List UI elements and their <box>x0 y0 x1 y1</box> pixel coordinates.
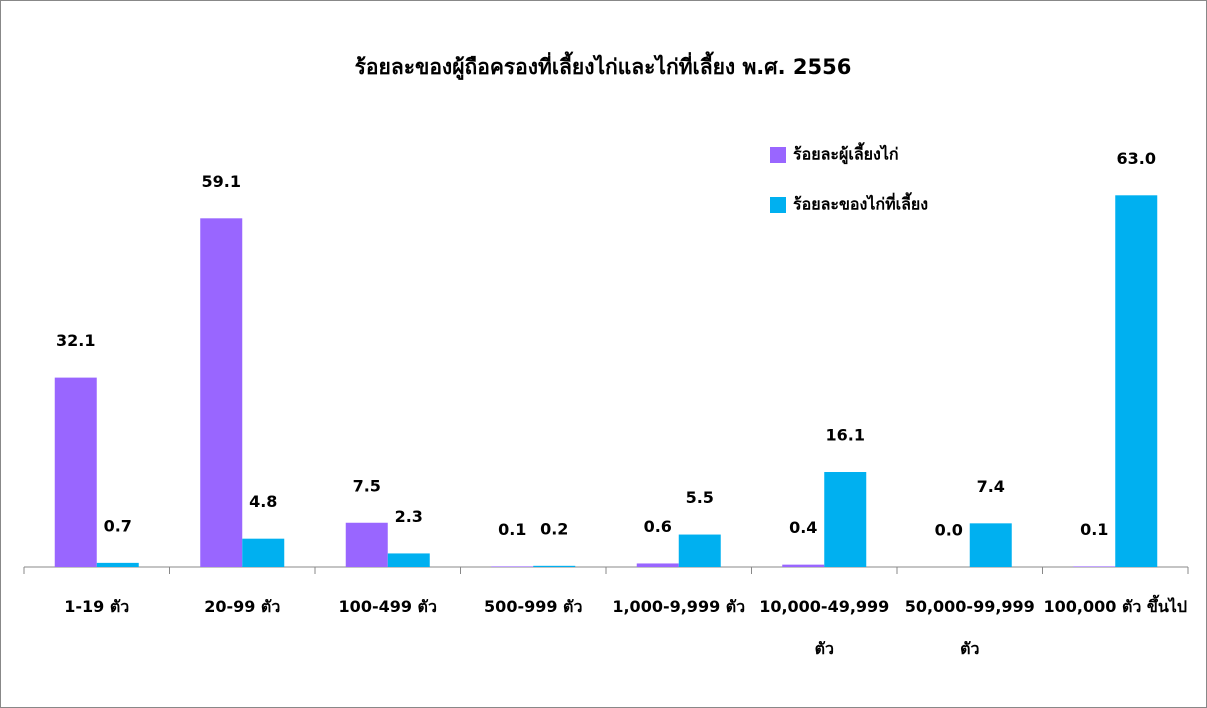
bar <box>491 566 534 567</box>
x-tick-label: 50,000-99,999 ตัว <box>904 597 1035 658</box>
bar <box>824 472 867 567</box>
bar <box>1115 195 1158 568</box>
bar <box>200 218 243 567</box>
data-label: 16.1 <box>826 426 865 445</box>
data-label: 5.5 <box>686 488 714 507</box>
x-tick-label: 100-499 ตัว <box>338 597 437 616</box>
bar <box>678 534 721 567</box>
bar <box>96 562 139 567</box>
x-tick-label: 20-99 ตัว <box>204 597 281 616</box>
bar <box>387 553 430 567</box>
x-tick-label: 1-19 ตัว <box>64 597 130 616</box>
data-label: 7.4 <box>977 477 1005 496</box>
bar <box>242 538 285 567</box>
bar <box>533 565 576 567</box>
x-tick-label: 1,000-9,999 ตัว <box>612 597 746 616</box>
data-label: 7.5 <box>353 476 381 495</box>
bar <box>636 563 679 567</box>
bar <box>54 377 97 567</box>
chart-title: ร้อยละของผู้ถือครองที่เลี้ยงไก่และไก่ที่… <box>355 51 852 81</box>
bar <box>782 564 825 567</box>
data-label: 4.8 <box>249 492 277 511</box>
bar <box>969 523 1012 567</box>
data-label: 0.7 <box>104 516 132 535</box>
data-label: 2.3 <box>395 507 423 526</box>
legend-label: ร้อยละของไก่ที่เลี้ยง <box>793 192 928 214</box>
data-label: 63.0 <box>1117 149 1156 168</box>
bar <box>1073 566 1116 567</box>
data-label: 0.6 <box>644 517 672 536</box>
legend-label: ร้อยละผู้เลี้ยงไก่ <box>793 142 899 166</box>
data-label: 0.1 <box>498 520 526 539</box>
x-tick-label: 500-999 ตัว <box>484 597 583 616</box>
data-label: 32.1 <box>56 331 95 350</box>
x-tick-label: 10,000-49,999 ตัว <box>759 597 890 658</box>
legend-swatch <box>770 147 786 163</box>
data-label: 59.1 <box>202 172 241 191</box>
data-label: 0.0 <box>935 521 963 540</box>
legend-swatch <box>770 197 786 213</box>
data-label: 0.1 <box>1080 520 1108 539</box>
data-label: 0.4 <box>789 518 817 537</box>
data-label: 0.2 <box>540 519 568 538</box>
bar <box>345 522 388 567</box>
x-tick-label: 100,000 ตัว ขึ้นไป <box>1043 597 1187 616</box>
